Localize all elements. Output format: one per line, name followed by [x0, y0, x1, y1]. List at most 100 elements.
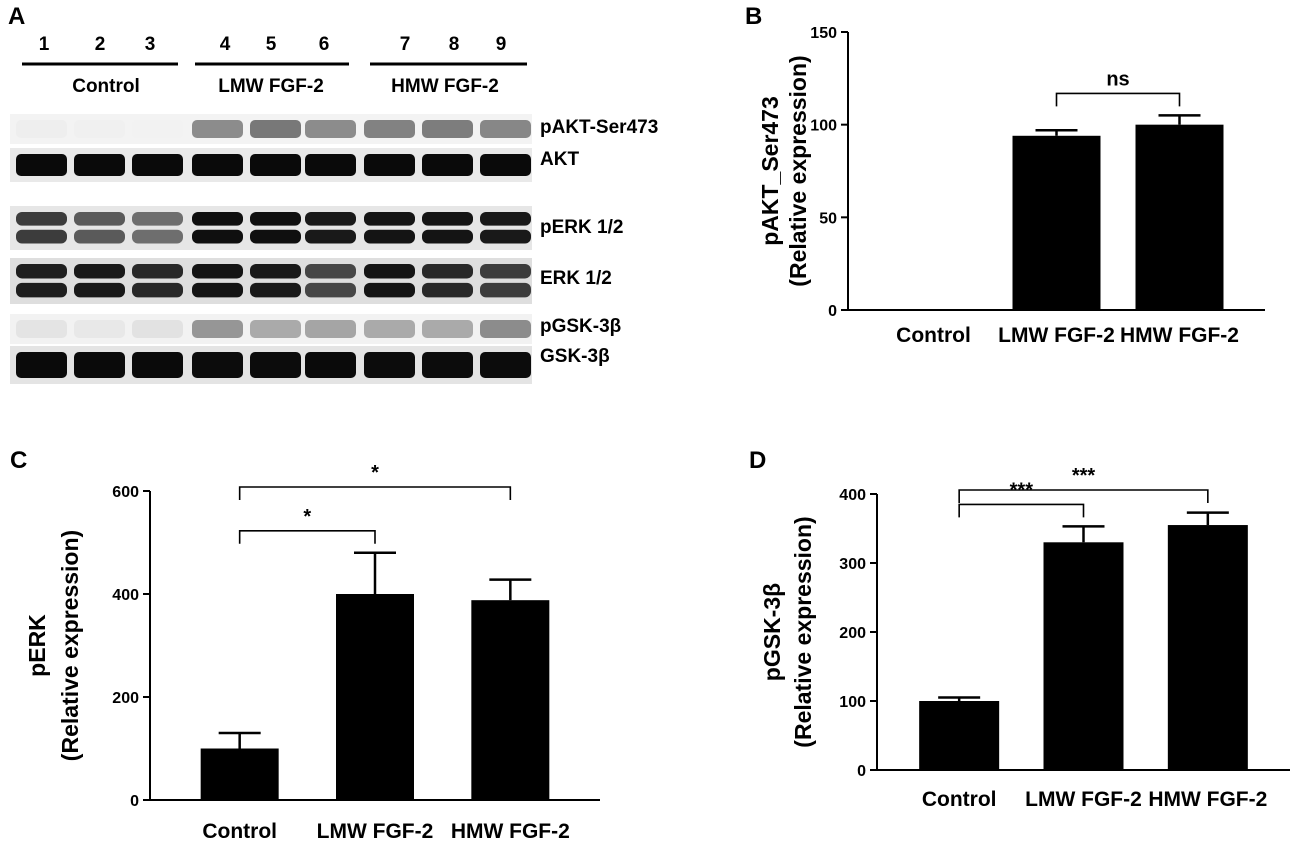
blot-band [305, 212, 356, 226]
y-axis-subtitle: (Relative expression) [57, 530, 83, 761]
y-tick-label: 150 [810, 25, 837, 42]
blot-band [192, 120, 243, 138]
blot-band [364, 282, 415, 298]
blot-band [422, 212, 473, 226]
y-axis-title: pAKT_Ser473 [757, 96, 783, 246]
blot-band [250, 320, 301, 338]
lane-number: 4 [220, 34, 231, 55]
y-tick-label: 100 [839, 694, 866, 711]
western-blot-panel: 1 2 3 4 5 6 7 8 9 Control LMW FGF-2 HMW … [10, 34, 658, 384]
blot-band [132, 212, 183, 226]
blot-band [364, 212, 415, 226]
blot-band [250, 352, 301, 378]
band-label-akt: AKT [540, 149, 579, 170]
blot-band [132, 320, 183, 338]
category-label: HMW FGF-2 [1120, 324, 1239, 347]
blot-band [16, 282, 67, 298]
group-label-control: Control [72, 76, 140, 97]
category-label: HMW FGF-2 [1148, 788, 1267, 811]
blot-band [192, 264, 243, 279]
blot-band [16, 229, 67, 244]
blot-band [422, 282, 473, 298]
category-label: LMW FGF-2 [998, 324, 1115, 347]
band-label-perk: pERK 1/2 [540, 217, 623, 238]
category-label: Control [922, 788, 997, 811]
blot-band [132, 229, 183, 244]
blot-band [132, 282, 183, 298]
blot-band [422, 320, 473, 338]
bar [471, 600, 550, 800]
significance-label: *** [1072, 465, 1096, 487]
panel-letter-d: D [749, 447, 766, 474]
blot-band [192, 282, 243, 298]
y-tick-label: 50 [819, 210, 837, 227]
blot-band [74, 229, 125, 244]
blot-band [480, 320, 531, 338]
blot-band [480, 212, 531, 226]
lane-number: 5 [266, 34, 277, 55]
panel-letter-b: B [745, 3, 762, 30]
bar [1167, 525, 1248, 770]
bar [1043, 542, 1124, 770]
category-label: LMW FGF-2 [1025, 788, 1142, 811]
y-tick-label: 600 [112, 484, 139, 501]
blot-band [480, 264, 531, 279]
y-tick-label: 0 [130, 793, 139, 810]
lane-number: 3 [145, 34, 156, 55]
blot-band [422, 352, 473, 378]
category-label: HMW FGF-2 [451, 820, 570, 843]
blot-band [16, 120, 67, 138]
panel-letter-a: A [8, 3, 25, 30]
band-label-gsk: GSK-3β [540, 346, 610, 367]
blot-band [250, 282, 301, 298]
blot-band [364, 120, 415, 138]
blot-band [480, 352, 531, 378]
blot-bands [10, 114, 532, 384]
y-tick-label: 300 [839, 556, 866, 573]
blot-band [132, 352, 183, 378]
blot-band [74, 282, 125, 298]
y-tick-label: 400 [112, 587, 139, 604]
blot-band [132, 264, 183, 279]
significance-bracket [958, 503, 1085, 518]
y-tick-label: 100 [810, 118, 837, 135]
lane-number: 6 [319, 34, 330, 55]
y-axis-title: pGSK-3β [759, 583, 785, 681]
blot-band [250, 120, 301, 138]
y-tick-label: 400 [839, 487, 866, 504]
blot-band [422, 154, 473, 176]
chart-panel-c: 0 200 400 600 pERK (Relative expression) Contr… [24, 462, 600, 843]
lane-number: 7 [400, 34, 411, 55]
blot-band [364, 352, 415, 378]
significance-bracket [958, 489, 1209, 503]
group-label-lmw: LMW FGF-2 [218, 76, 324, 97]
bar [919, 701, 1000, 770]
chart-panel-b: 0 50 100 150 pAKT_Ser473 (Relative expression… [757, 25, 1265, 347]
blot-band [16, 154, 67, 176]
blot-band [74, 320, 125, 338]
bar [1012, 135, 1101, 310]
blot-band [16, 212, 67, 226]
blot-band [74, 264, 125, 279]
blot-band [480, 282, 531, 298]
blot-band [250, 264, 301, 279]
y-tick-label: 200 [112, 690, 139, 707]
band-label-erk: ERK 1/2 [540, 268, 612, 289]
y-axis-subtitle: (Relative expression) [785, 55, 811, 286]
blot-band [364, 320, 415, 338]
blot-band [422, 264, 473, 279]
blot-band [305, 320, 356, 338]
band-label-pgsk: pGSK-3β [540, 316, 621, 337]
lane-number: 8 [449, 34, 460, 55]
panel-letter-c: C [10, 447, 27, 474]
category-label: LMW FGF-2 [317, 820, 434, 843]
lane-number: 9 [496, 34, 507, 55]
blot-band [422, 120, 473, 138]
blot-band [192, 352, 243, 378]
y-tick-label: 0 [828, 303, 837, 320]
blot-band [480, 229, 531, 244]
blot-band [364, 229, 415, 244]
blot-band [250, 212, 301, 226]
blot-band [250, 154, 301, 176]
